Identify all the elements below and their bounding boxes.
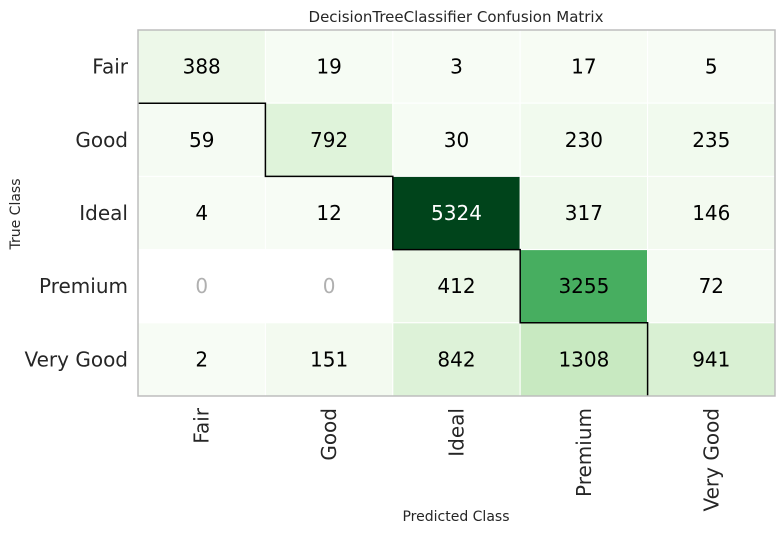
diagonal-outline: [138, 102, 649, 396]
cell-value-label: 146: [692, 201, 730, 225]
heatmap-cell: [264, 175, 394, 251]
heatmap-cell: [137, 102, 266, 177]
heatmap-cell: [519, 29, 649, 104]
heatmap-cell: [647, 322, 776, 397]
heatmap-cell: [137, 322, 266, 397]
cell-value-label: 72: [699, 274, 724, 298]
cell-value-label: 1308: [558, 347, 609, 371]
cell-value-label: 3255: [558, 274, 609, 298]
x-tick-label: Premium: [572, 408, 596, 497]
heatmap-cell: [137, 29, 266, 104]
heatmap-cell: [392, 175, 521, 251]
cell-value-label: 4: [195, 201, 208, 225]
cell-value-label: 0: [195, 274, 208, 298]
cell-value-label: 59: [189, 128, 214, 152]
heatmap-cell: [392, 322, 521, 397]
cell-value-label: 30: [444, 128, 469, 152]
cell-value-label: 3: [450, 55, 463, 79]
heatmap-cell: [264, 249, 394, 324]
y-tick-label: Premium: [39, 274, 128, 298]
cell-value-label: 19: [316, 55, 341, 79]
heatmap-cells: [137, 29, 776, 397]
heatmap-cell: [392, 102, 521, 177]
cell-value-label: 235: [692, 128, 730, 152]
cell-value-label: 941: [692, 347, 730, 371]
cell-value-label: 842: [437, 347, 475, 371]
heatmap-cell: [264, 322, 394, 397]
cell-value-label: 412: [437, 274, 475, 298]
x-tick-label: Good: [317, 408, 341, 461]
cell-value-label: 151: [310, 347, 348, 371]
cell-value-label: 12: [316, 201, 341, 225]
chart-title: DecisionTreeClassifier Confusion Matrix: [309, 8, 604, 26]
y-tick-label: Ideal: [79, 201, 128, 225]
x-tick-labels: Fair Good Ideal Premium Very Good: [190, 407, 724, 511]
plot-frame: [137, 29, 776, 397]
cell-value-label: 388: [183, 55, 221, 79]
cell-value-label: 792: [310, 128, 348, 152]
y-tick-labels: Fair Good Ideal Premium Very Good: [24, 55, 128, 372]
cell-value-label: 317: [565, 201, 603, 225]
heatmap-cell: [519, 175, 649, 251]
cell-value-label: 5324: [431, 201, 482, 225]
heatmap-cell: [264, 29, 394, 104]
cell-value-label: 5: [705, 55, 718, 79]
y-axis-label: True Class: [8, 178, 24, 250]
y-tick-label: Good: [75, 128, 128, 152]
x-axis-label: Predicted Class: [402, 509, 509, 525]
x-tick-label: Fair: [190, 407, 214, 443]
cell-value-label: 17: [571, 55, 596, 79]
x-tick-label: Very Good: [699, 408, 723, 512]
y-tick-label: Fair: [92, 55, 128, 79]
cell-value-label: 0: [323, 274, 336, 298]
x-tick-label: Ideal: [445, 408, 469, 457]
heatmap-cell: [647, 175, 776, 251]
heatmap-cell: [647, 29, 776, 104]
heatmap-cell: [647, 249, 776, 324]
heatmap-cell: [647, 102, 776, 177]
heatmap-cell: [519, 249, 649, 324]
cell-value-label: 2: [195, 347, 208, 371]
heatmap-cell: [392, 249, 521, 324]
cell-value-label: 230: [565, 128, 603, 152]
y-tick-label: Very Good: [24, 347, 128, 371]
